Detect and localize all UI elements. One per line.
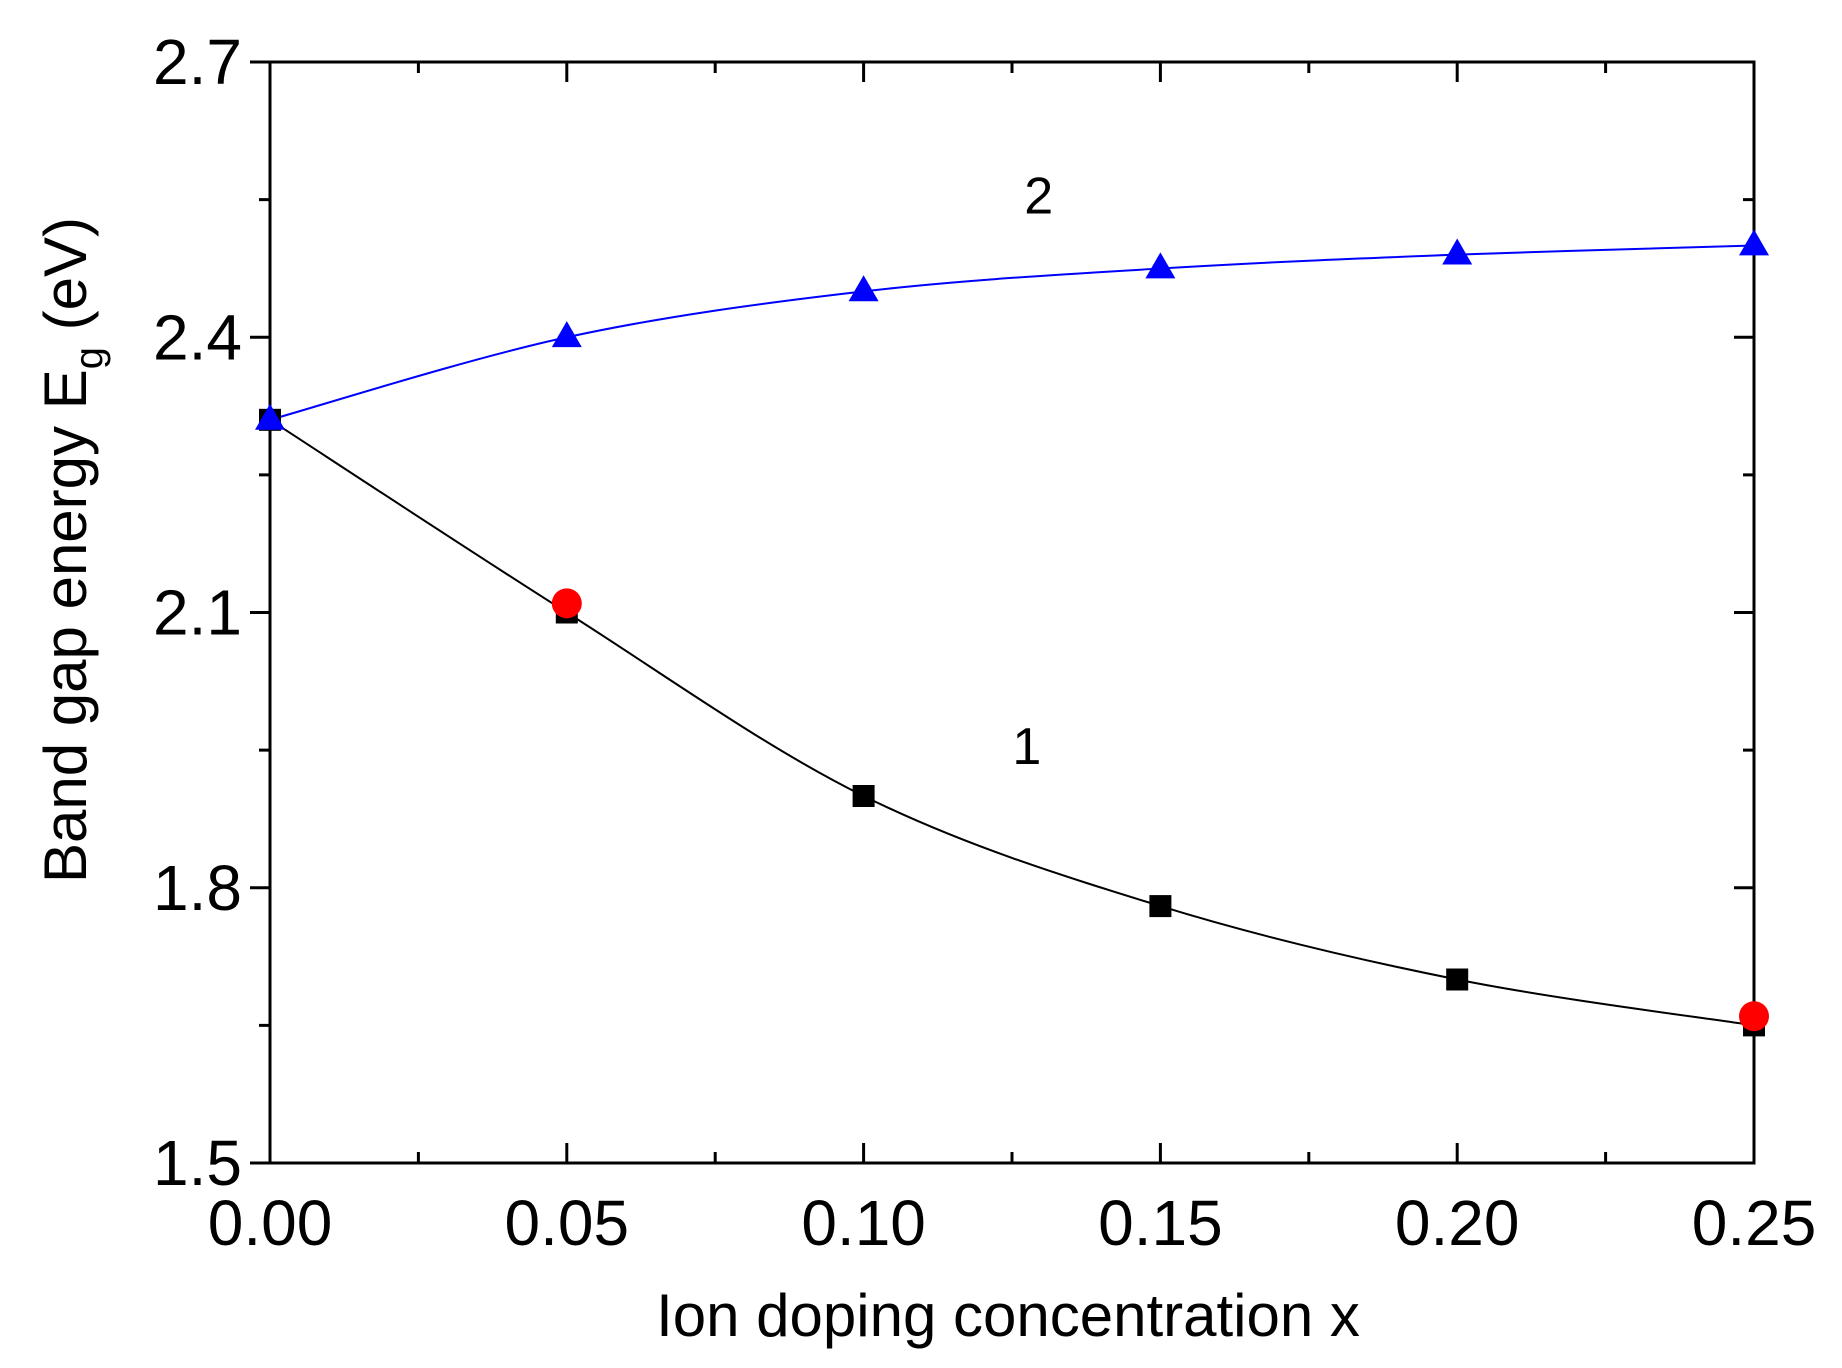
- y-tick-label: 2.4: [153, 301, 242, 373]
- series-2-line: [269, 244, 1755, 421]
- labels: Ion doping concentration x Band gap ener…: [32, 26, 1816, 1349]
- y-axis-title: Band gap energy Eg (eV): [32, 217, 111, 883]
- y-axis-title-sub: g: [67, 347, 111, 369]
- series-1-line: [269, 418, 1755, 1027]
- series-2-triangle-point: [551, 321, 582, 348]
- experimental-circle-point: [551, 588, 582, 619]
- y-tick-label: 1.5: [153, 1127, 242, 1199]
- plot-frame: [268, 60, 1756, 1165]
- x-tick-label: 0.20: [1395, 1187, 1520, 1259]
- y-axis-title-main: Band gap energy E: [32, 369, 99, 883]
- axes: [250, 60, 1756, 1165]
- series-label-1: 1: [1012, 718, 1041, 776]
- series-2-triangle-point: [1739, 229, 1769, 256]
- y-tick-label: 2.7: [153, 26, 242, 98]
- series-label-2: 2: [1024, 167, 1053, 225]
- series-2-triangle-point: [848, 275, 879, 302]
- y-tick-label: 1.8: [153, 852, 242, 924]
- x-axis-title: Ion doping concentration x: [656, 1282, 1360, 1349]
- x-tick-label: 0.05: [505, 1187, 630, 1259]
- x-tick-label: 0.00: [208, 1187, 333, 1259]
- x-tick-label: 0.15: [1098, 1187, 1223, 1259]
- y-tick-label: 2.1: [153, 577, 242, 649]
- plot-area: [255, 229, 1769, 1037]
- series-2-triangle-point: [1145, 252, 1176, 279]
- series-1-square-point: [1149, 895, 1172, 918]
- series-2-triangle-point: [1442, 238, 1473, 265]
- y-axis-title-unit: (eV): [32, 217, 99, 347]
- series-1-square-point: [1446, 968, 1469, 991]
- series-1-square-point: [852, 785, 875, 807]
- series-2-triangle-point: [255, 403, 285, 430]
- x-tick-label: 0.10: [801, 1187, 926, 1259]
- experimental-circle-point: [1739, 1001, 1769, 1032]
- x-tick-label: 0.25: [1692, 1187, 1817, 1259]
